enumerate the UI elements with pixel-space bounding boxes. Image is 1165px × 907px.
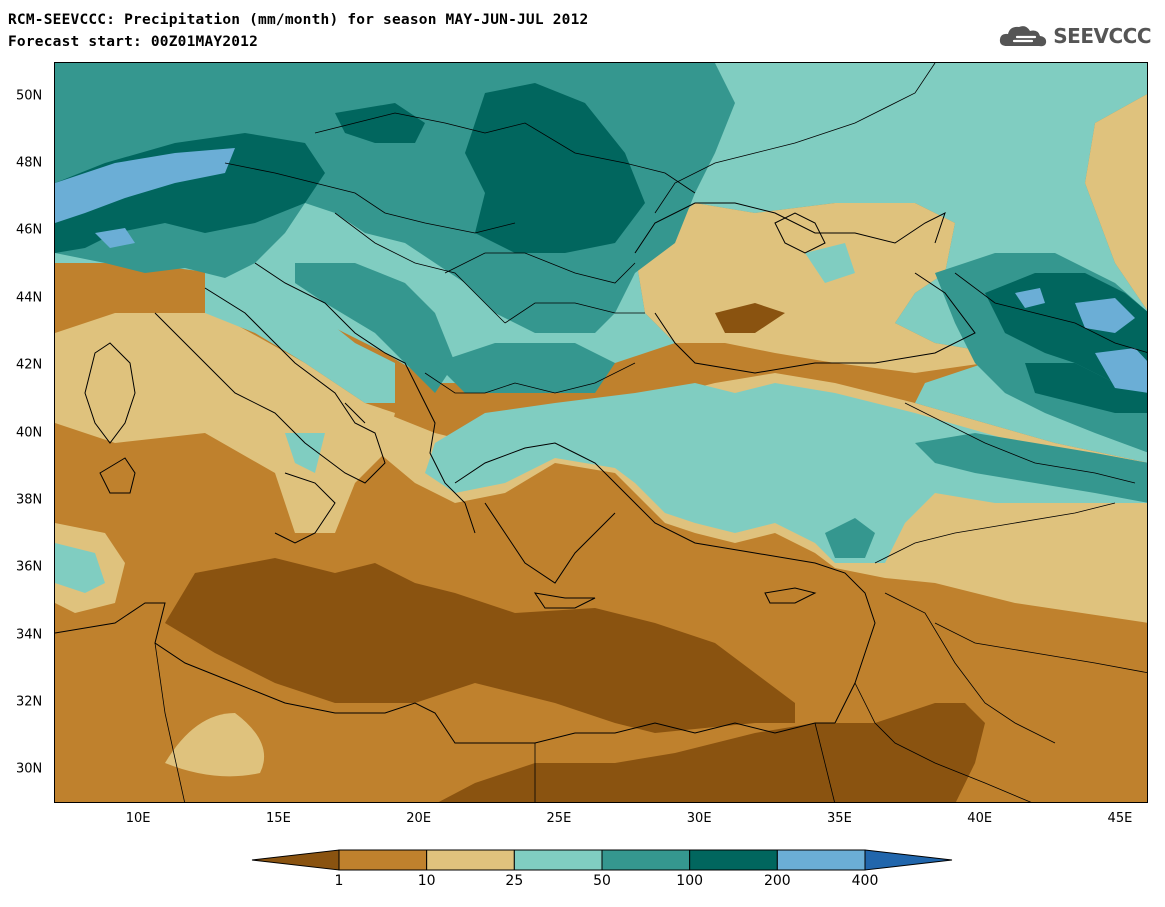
- precip-zone-50-100: [55, 543, 105, 593]
- colorbar-tick-label: 400: [851, 873, 879, 889]
- precip-zone-100-200: [435, 343, 615, 393]
- map-title: RCM-SEEVCCC: Precipitation (mm/month) fo…: [8, 12, 589, 28]
- precip-zone-50-100: [285, 433, 325, 473]
- colorbar-segment: [776, 849, 866, 871]
- precip-zone-100-200: [915, 433, 1147, 503]
- lon-tick-label: 40E: [967, 811, 993, 826]
- country-borders: [154, 63, 1147, 802]
- lat-tick-label: 32N: [16, 694, 43, 710]
- lat-tick-label: 48N: [16, 155, 43, 171]
- lon-tick-label: 35E: [827, 811, 852, 826]
- precip-zone-100-200: [825, 518, 875, 558]
- precip-zone-50-100: [805, 243, 855, 283]
- colorbar-segment: [513, 849, 603, 871]
- colorbar-segment: [601, 849, 691, 871]
- lat-tick-label: 46N: [16, 222, 43, 238]
- precip-zone-400-plus: [95, 228, 135, 248]
- colorbar-tick-label: 25: [505, 873, 524, 889]
- lon-tick-label: 10E: [125, 811, 151, 826]
- precip-zone-1-10: [715, 303, 785, 333]
- precip-zone-200-400: [1025, 363, 1147, 413]
- logo-text: SEEVCCC: [1053, 24, 1151, 48]
- lat-tick-label: 40N: [16, 425, 43, 440]
- colorbar-tick-label: 10: [417, 873, 436, 889]
- lat-tick-label: 38N: [16, 492, 43, 508]
- colorbar-segment: [426, 849, 515, 871]
- coastlines: [55, 202, 976, 744]
- precip-zone-200-400: [335, 103, 425, 143]
- precip-zone-100-200: [295, 263, 455, 393]
- lon-tick-label: 30E: [686, 811, 712, 826]
- lon-tick-label: 45E: [1107, 811, 1133, 826]
- lon-tick-label: 20E: [406, 811, 432, 826]
- precip-zone-1-10: [165, 558, 795, 733]
- cloud-icon: [1000, 26, 1047, 47]
- lat-tick-label: 36N: [16, 559, 43, 575]
- lat-tick-label: 44N: [16, 290, 43, 306]
- lon-tick-label: 15E: [266, 811, 291, 826]
- colorbar-tick-label: 200: [763, 873, 791, 889]
- colorbar-tick-label: 1: [334, 873, 344, 889]
- precip-zone-400-plus: [55, 148, 235, 223]
- precip-zone-25-50: [55, 313, 395, 533]
- lat-tick-label: 34N: [16, 627, 43, 643]
- precip-zone-1-10: [438, 703, 985, 802]
- precip-zone-400-plus: [1015, 288, 1045, 308]
- colorbar-segment: [251, 849, 340, 871]
- precip-zone-25-50: [1085, 94, 1147, 311]
- colorbar-segment: [338, 849, 428, 871]
- forecast-start-label: Forecast start: 00Z01MAY2012: [8, 34, 259, 50]
- colorbar-tick-label: 50: [593, 873, 611, 889]
- seevccc-logo: SEEVCCC: [997, 22, 1151, 50]
- lat-tick-label: 42N: [16, 357, 43, 373]
- precip-zone-50-100: [205, 263, 395, 403]
- colorbar-segment: [864, 849, 953, 871]
- precip-zone-25-50: [165, 713, 265, 777]
- precip-zone-400-plus: [1095, 348, 1147, 393]
- colorbar-tick-label: 100: [676, 873, 704, 889]
- precip-zone-400-plus: [1075, 298, 1135, 333]
- lat-tick-label: 30N: [16, 761, 43, 777]
- lon-tick-label: 25E: [546, 811, 572, 826]
- precip-zone-200-400: [465, 83, 645, 253]
- precipitation-field: [55, 63, 1147, 802]
- precip-zone-50-100: [425, 383, 1147, 563]
- precipitation-map: [54, 62, 1148, 803]
- lat-tick-label: 50N: [16, 88, 43, 104]
- colorbar-segment: [689, 849, 778, 871]
